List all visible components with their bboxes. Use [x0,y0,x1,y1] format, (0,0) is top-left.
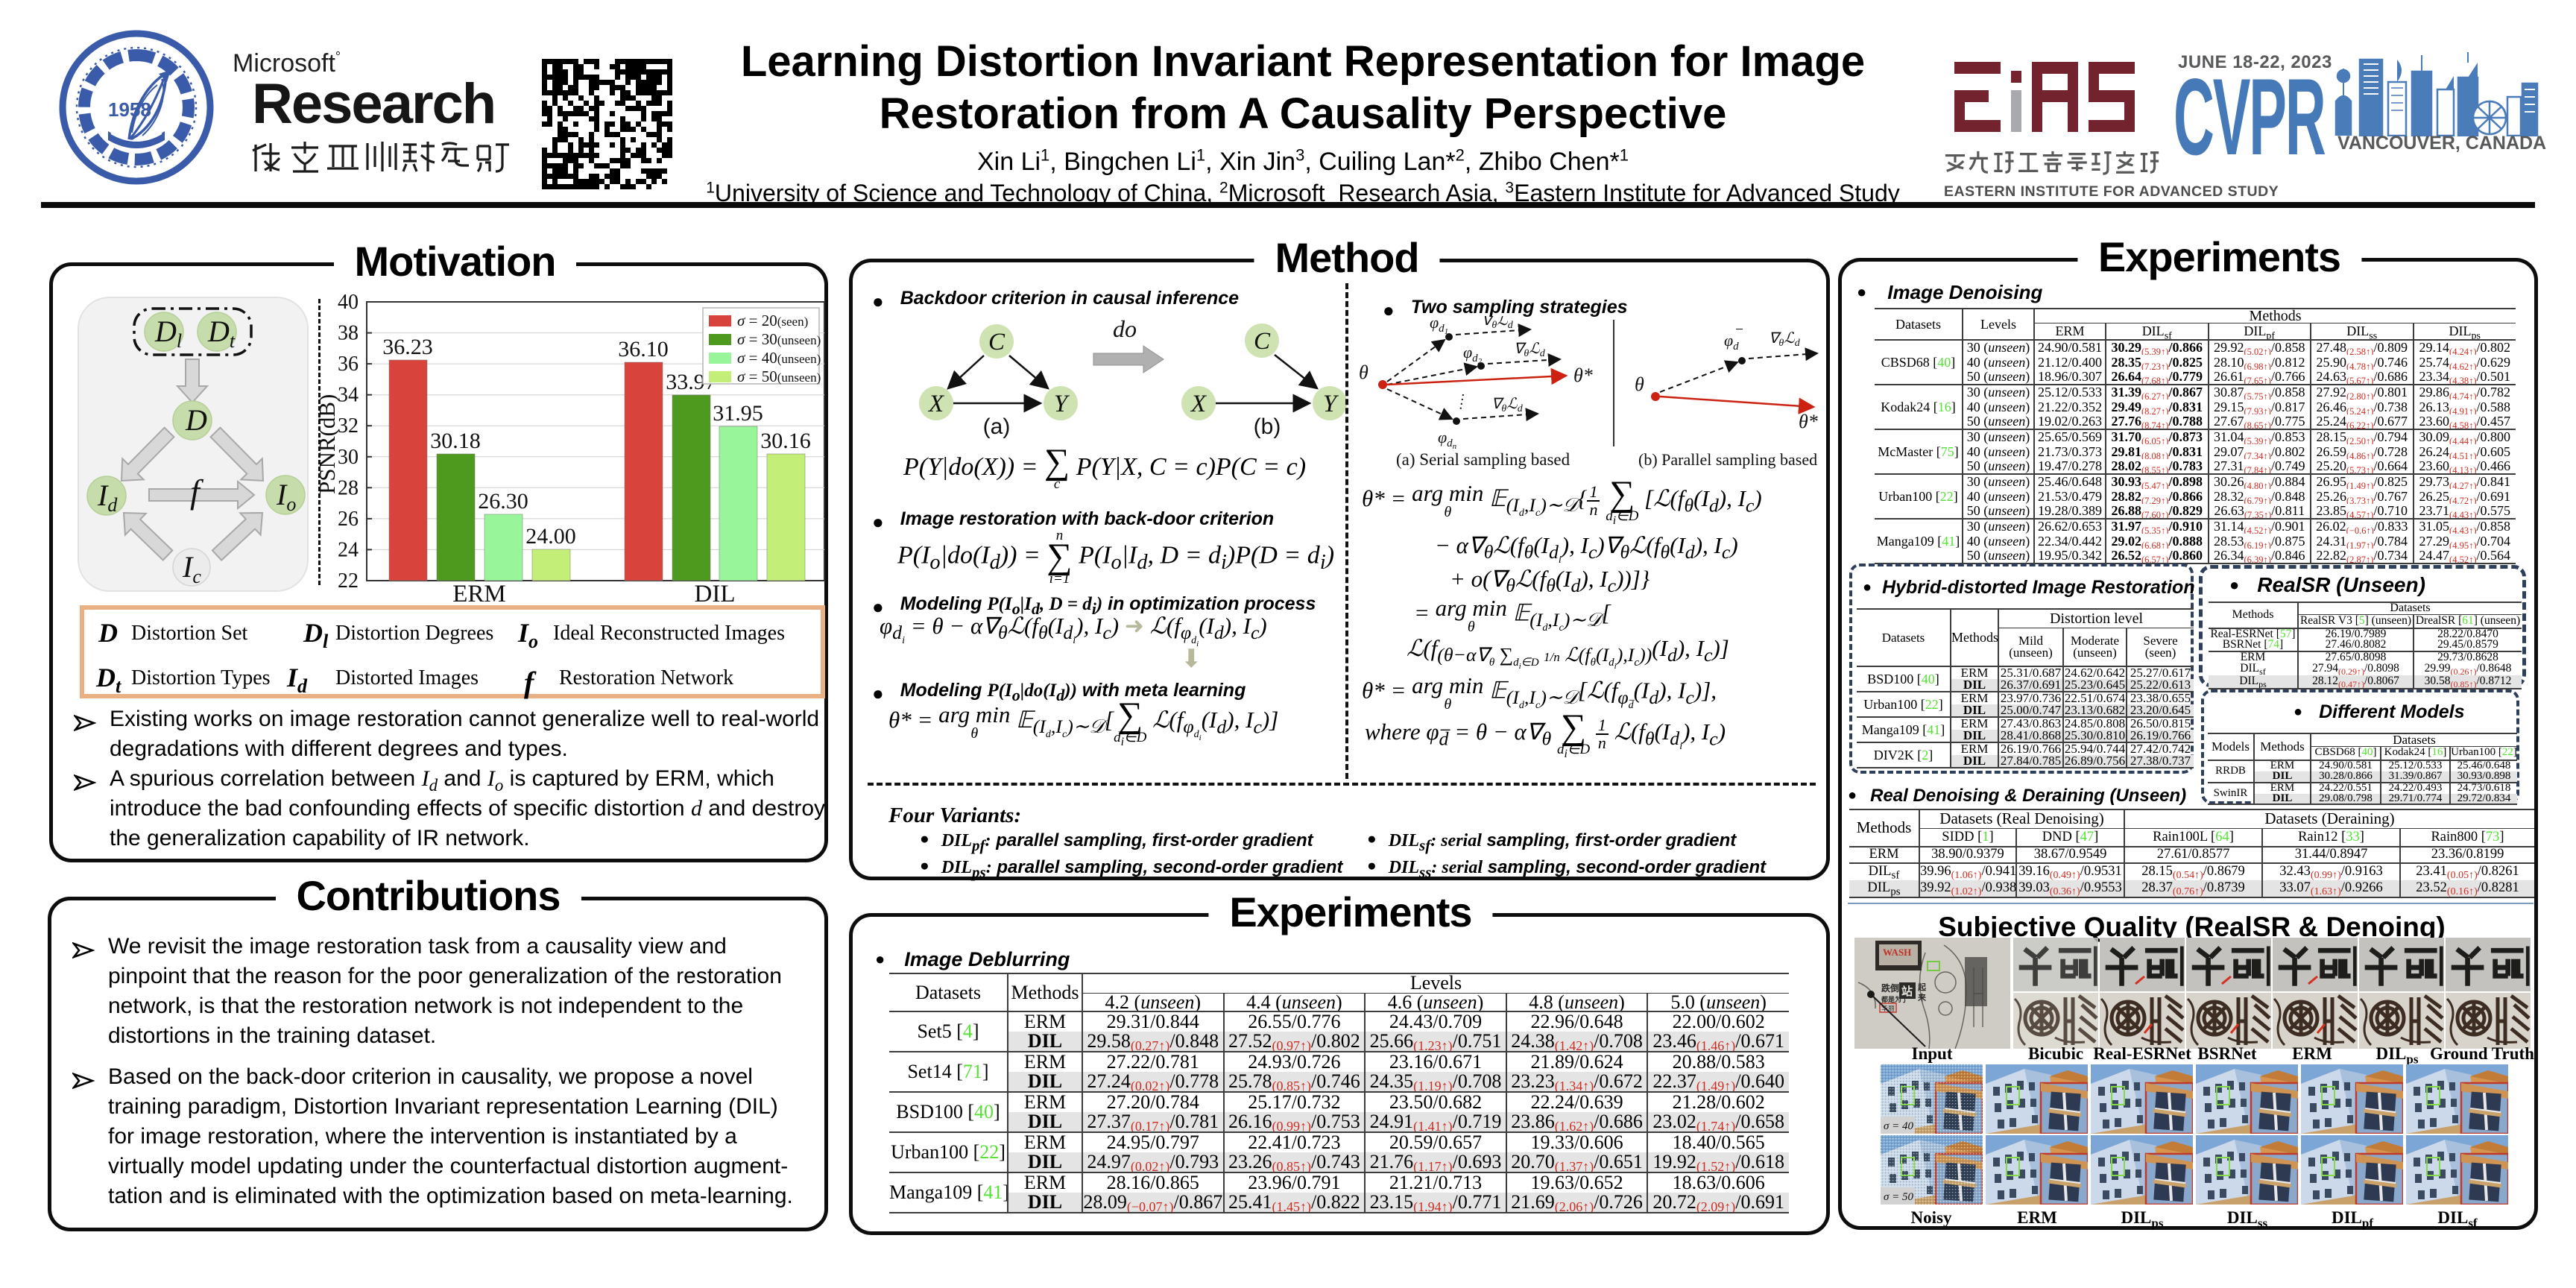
svg-text:34: 34 [338,384,359,407]
svg-text:36: 36 [338,353,359,376]
svg-text:∇θℒd: ∇θℒd [1491,396,1524,414]
svg-text:C: C [988,329,1006,356]
svg-text:θ*: θ* [1573,364,1593,386]
svg-text:24.00: 24.00 [525,524,576,549]
svg-text:X: X [927,391,945,417]
svg-text:(a) Serial sampling based: (a) Serial sampling based [1396,450,1570,469]
svg-text:∇θℒd: ∇θℒd [1482,316,1514,331]
svg-text:31.95: 31.95 [713,401,763,426]
svg-text:φd̅: φd̅ [1724,328,1743,353]
svg-text:σ = 40(unseen): σ = 40(unseen) [737,349,821,367]
svg-text:(a): (a) [983,414,1011,439]
svg-text:σ = 20(seen): σ = 20(seen) [737,312,808,329]
svg-text:站: 站 [1901,985,1913,998]
svg-text:φd1: φd1 [1430,316,1448,336]
svg-text:1958: 1958 [108,98,151,121]
svg-text:ERM: ERM [452,581,506,607]
svg-text:36.23: 36.23 [382,335,433,359]
svg-text:30.16: 30.16 [760,429,811,453]
svg-text:都是为了: 都是为了 [1881,995,1908,1003]
svg-text:30: 30 [338,446,359,469]
svg-text:σ = 40: σ = 40 [1884,1120,1914,1132]
svg-text:24: 24 [338,538,359,561]
svg-text:38: 38 [338,322,359,345]
svg-text:σ = 50(unseen): σ = 50(unseen) [737,367,821,385]
svg-text:跌倒: 跌倒 [1881,982,1899,994]
svg-text:σ = 50: σ = 50 [1884,1191,1914,1203]
svg-text:(b) Parallel sampling based: (b) Parallel sampling based [1638,450,1817,469]
svg-text:26: 26 [338,508,359,531]
svg-text:PSNR(dB): PSNR(dB) [315,394,340,494]
svg-text:θ: θ [1359,362,1368,383]
svg-text:32: 32 [338,414,359,438]
svg-text:起: 起 [1917,982,1927,992]
svg-text:来: 来 [1917,992,1927,1003]
svg-text:θ: θ [1635,373,1644,395]
svg-text:D: D [185,403,207,437]
svg-text:28: 28 [338,476,359,499]
svg-text:X: X [1190,391,1208,417]
svg-text:σ = 30(unseen): σ = 30(unseen) [737,330,821,348]
svg-text:DIL: DIL [695,581,736,607]
svg-text:26.30: 26.30 [478,489,528,514]
svg-text:φdn: φdn [1438,428,1457,451]
svg-text:∇θℒd: ∇θℒd [1769,330,1801,349]
svg-text:φd2: φd2 [1463,343,1483,366]
svg-text:华丽: 华丽 [1881,1004,1895,1012]
svg-text:22: 22 [338,569,359,593]
svg-text:C: C [1254,328,1271,355]
svg-text:Id: Id [97,479,118,516]
svg-text:Y: Y [1323,391,1339,417]
svg-text:30.18: 30.18 [430,429,481,453]
svg-text:40: 40 [338,293,359,314]
svg-text:WASH: WASH [1883,947,1911,958]
svg-text:θ*: θ* [1799,411,1818,432]
svg-text:∇θℒd: ∇θℒd [1514,341,1546,359]
svg-text:Y: Y [1054,391,1070,417]
svg-text:36.10: 36.10 [618,337,669,362]
svg-text:do: do [1113,315,1137,342]
svg-text:(b): (b) [1254,414,1281,439]
